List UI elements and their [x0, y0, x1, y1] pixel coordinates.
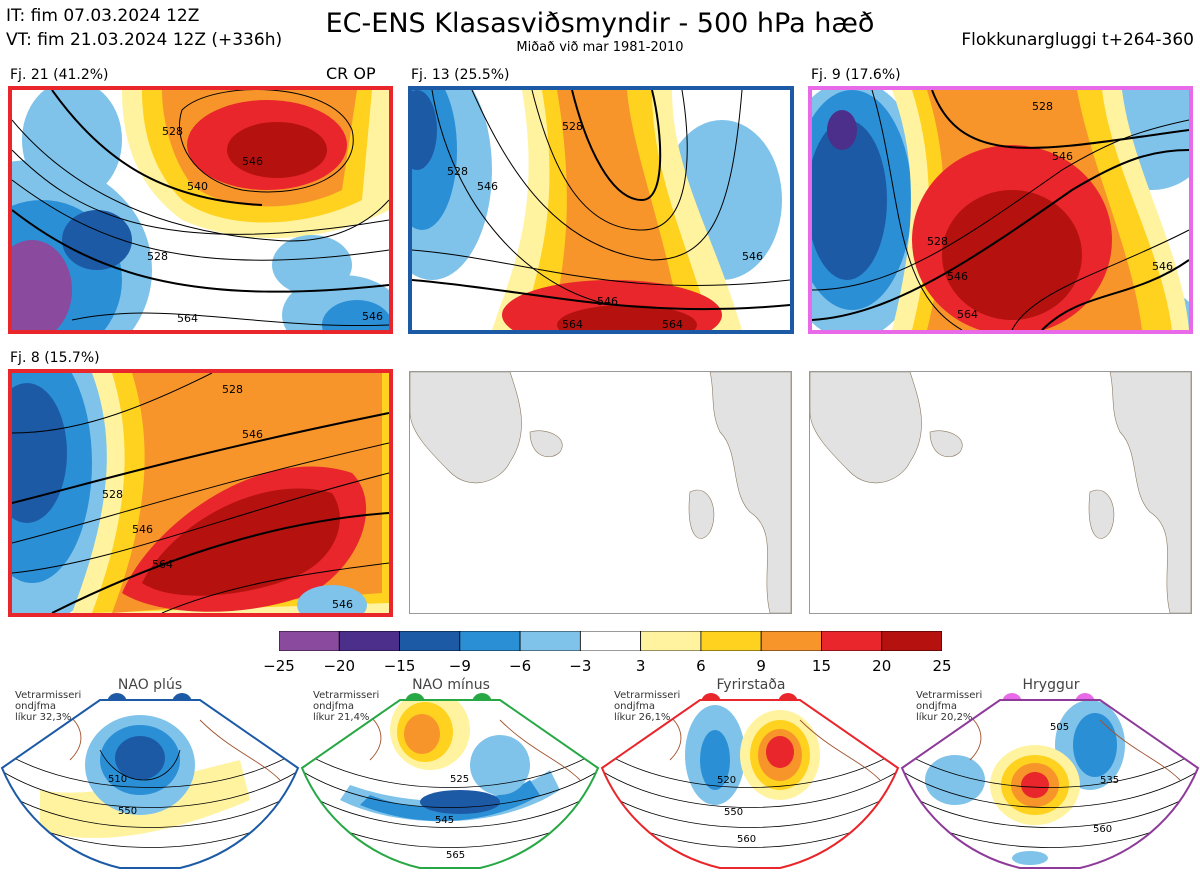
contour-label: 528 [162, 125, 183, 138]
empty-map-panel [809, 371, 1192, 614]
contour-label: 546 [742, 250, 763, 263]
contour-label: 564 [152, 558, 173, 571]
cluster-2-label: Fj. 13 (25.5%) [411, 67, 510, 83]
page-subtitle: Miðað við mar 1981-2010 [516, 40, 684, 55]
valid-time: VT: fim 21.03.2024 12Z (+336h) [6, 30, 283, 50]
contour-label: 550 [724, 807, 743, 818]
colorbar-tick-label: 6 [696, 657, 706, 675]
colorbar-tick-label: 3 [635, 657, 646, 675]
contour-label: 528 [222, 383, 243, 396]
regime-map-blocking: 520 550 560 [600, 690, 900, 871]
regime-map-ridge: 505 535 560 [900, 690, 1200, 871]
colorbar-segment [519, 630, 581, 652]
contour-label: 535 [1100, 775, 1119, 786]
contour-label: 546 [1152, 260, 1173, 273]
contour-label: 564 [562, 318, 583, 330]
colorbar-segment [640, 630, 702, 652]
contour-label: 546 [132, 523, 153, 536]
regime-name: Hryggur [1022, 677, 1080, 693]
contour-label: 528 [927, 235, 948, 248]
colorbar-tick-label: −25 [263, 657, 295, 675]
colorbar-segment [760, 630, 822, 652]
colorbar-tick-label: 15 [811, 657, 831, 675]
contour-label: 528 [1032, 100, 1053, 113]
contour-label: 564 [177, 312, 198, 325]
colorbar-tick-label: −15 [383, 657, 416, 675]
regime-note: Vetrarmisseri ondjfma líkur 20,2% [916, 690, 983, 723]
contour-label: 520 [717, 775, 736, 786]
contour-label: 546 [597, 295, 618, 308]
colorbar-segment [579, 630, 642, 652]
colorbar-segment [338, 630, 400, 652]
regime-note: Vetrarmisseri ondjfma líkur 26,1% [614, 690, 681, 723]
contour-label: 546 [242, 428, 263, 441]
colorbar-segment [278, 630, 340, 652]
contour-label: 546 [332, 598, 353, 611]
regime-name: NAO plús [117, 677, 183, 693]
contour-label: 565 [446, 850, 465, 861]
cluster-1-tag: CR OP [326, 64, 376, 83]
contour-label: 528 [562, 120, 583, 133]
cluster-4-map: 528 546 528 546 564 546 [8, 369, 393, 617]
regime-note: Vetrarmisseri ondjfma líkur 32,3% [15, 690, 82, 723]
colorbar-segment [700, 630, 762, 652]
regime-name: NAO mínus [412, 677, 490, 693]
contour-label: 545 [435, 815, 454, 826]
contour-label: 505 [1050, 722, 1069, 733]
colorbar [278, 630, 943, 652]
empty-map-panel [409, 371, 792, 614]
cluster-1-map: 528 540 528 546 564 546 [8, 86, 393, 334]
contour-label: 510 [108, 774, 127, 785]
colorbar-tick-label: −6 [509, 657, 532, 675]
page-title: EC-ENS Klasasviðsmyndir - 500 hPa hæð [325, 8, 875, 39]
colorbar-tick-label: −20 [323, 657, 356, 675]
classification-window: Flokkunargluggi t+264-360 [961, 30, 1194, 50]
init-time: IT: fim 07.03.2024 12Z [6, 6, 200, 26]
contour-label: 546 [1052, 150, 1073, 163]
cluster-2-map: 528 546 528 546 564 546 564 [408, 86, 794, 334]
cluster-3-map: 528 546 528 546 564 546 [808, 86, 1193, 334]
colorbar-tick-label: −3 [569, 657, 592, 675]
contour-label: 546 [362, 310, 383, 323]
contour-label: 546 [947, 270, 968, 283]
colorbar-segment [881, 630, 943, 652]
cluster-1-label: Fj. 21 (41.2%) [10, 67, 109, 83]
contour-label: 564 [957, 308, 978, 321]
contour-label: 525 [450, 774, 469, 785]
colorbar-tick-label: 9 [756, 657, 766, 675]
cluster-3-label: Fj. 9 (17.6%) [811, 67, 901, 83]
cluster-4-label: Fj. 8 (15.7%) [10, 350, 100, 366]
colorbar-tick-label: 25 [932, 657, 952, 675]
contour-label: 528 [147, 250, 168, 263]
regime-note: Vetrarmisseri ondjfma líkur 21,4% [313, 690, 380, 723]
regime-name: Fyrirstaða [716, 677, 786, 693]
contour-label: 560 [1093, 824, 1112, 835]
colorbar-segment [459, 630, 521, 652]
contour-label: 540 [187, 180, 208, 193]
contour-label: 546 [477, 180, 498, 193]
regime-map-nao-minus: 525 545 565 [300, 690, 600, 871]
colorbar-segment [399, 630, 461, 652]
contour-label: 528 [447, 165, 468, 178]
contour-label: 560 [737, 834, 756, 845]
contour-label: 546 [242, 155, 263, 168]
contour-label: 564 [662, 318, 683, 330]
contour-label: 550 [118, 806, 137, 817]
contour-label: 528 [102, 488, 123, 501]
colorbar-tick-label: −9 [448, 657, 471, 675]
regime-map-nao-plus: 510 550 [0, 690, 300, 871]
colorbar-tick-label: 20 [872, 657, 892, 675]
colorbar-segment [821, 630, 883, 652]
